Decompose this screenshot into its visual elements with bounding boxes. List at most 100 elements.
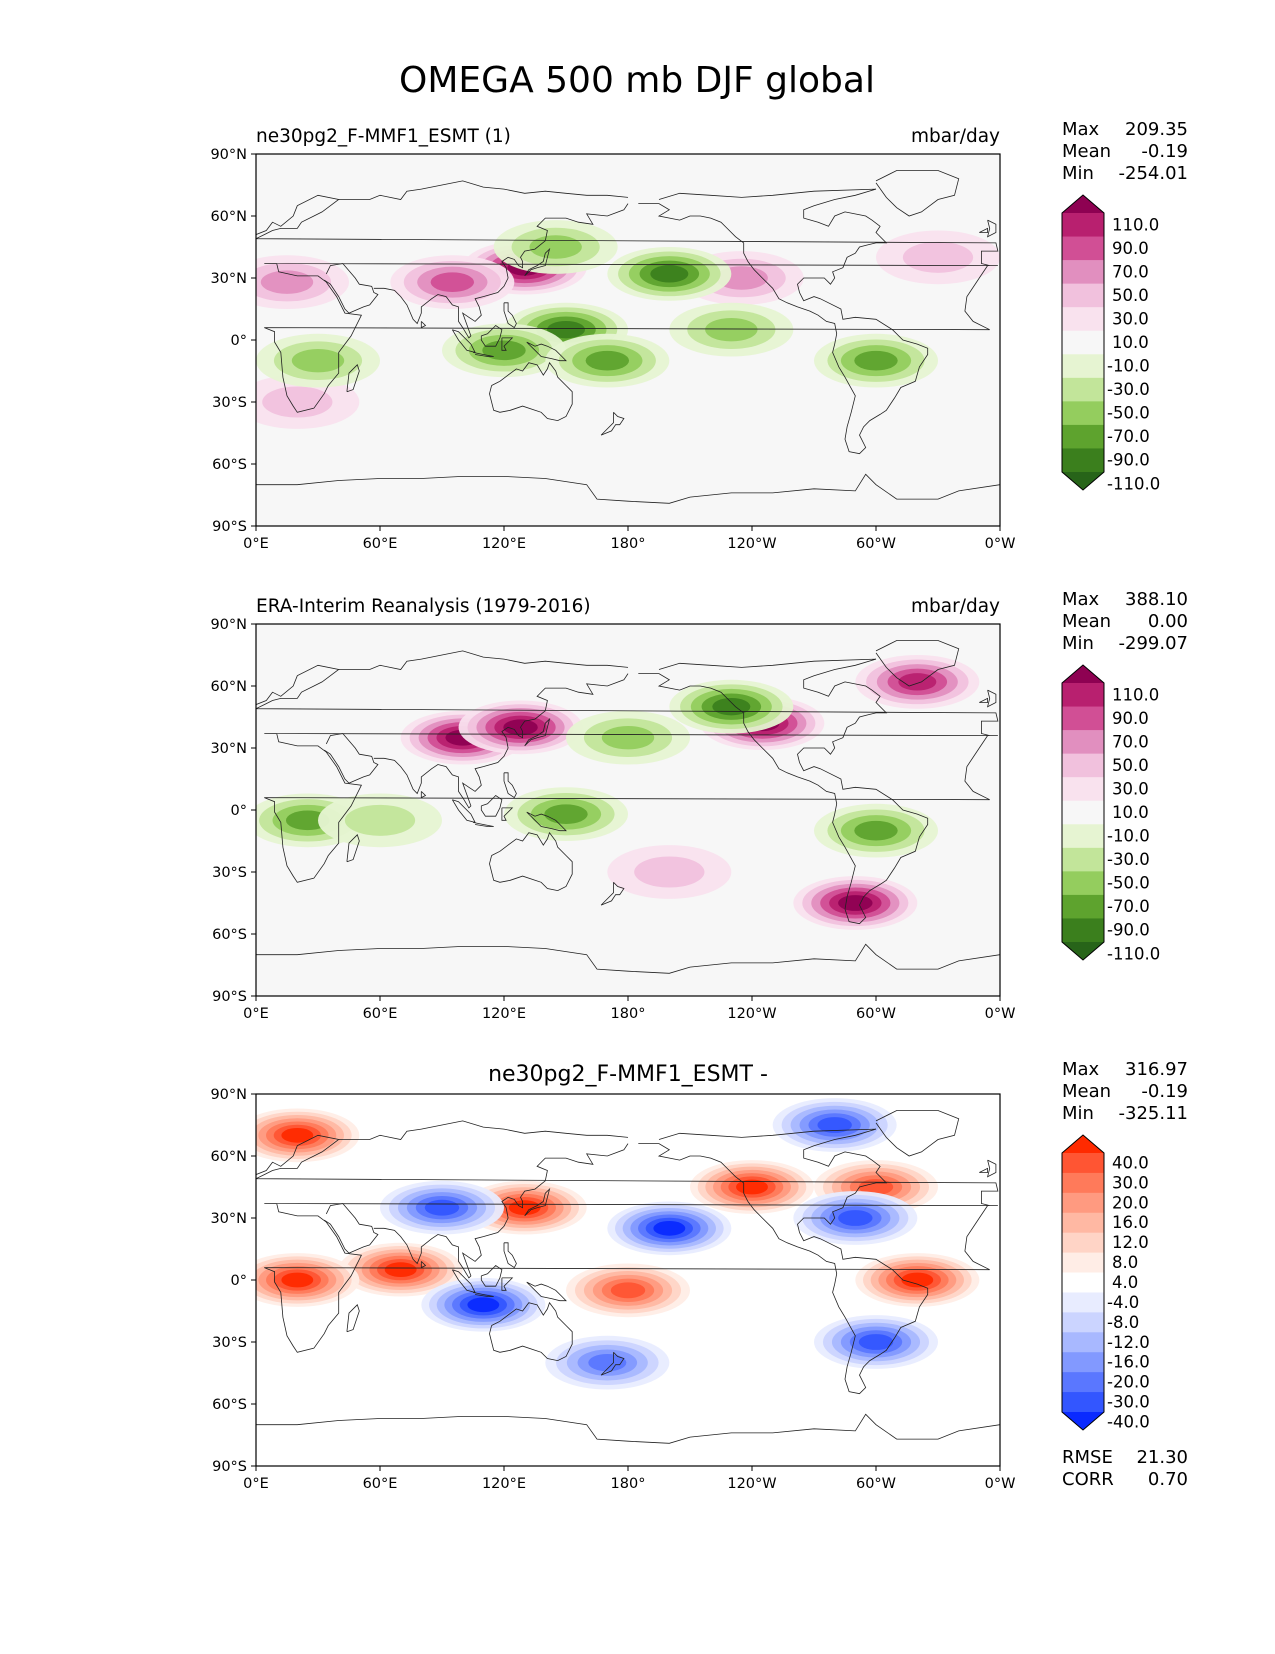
colorbar-extend-max bbox=[1062, 195, 1104, 213]
colorbar-label: 110.0 bbox=[1112, 215, 1159, 234]
colorbar-label: -50.0 bbox=[1107, 404, 1150, 423]
coastline bbox=[480, 794, 503, 817]
field-feature bbox=[424, 1199, 460, 1216]
lat-tick-label: 90°S bbox=[212, 989, 247, 1005]
colorbar-label: -40.0 bbox=[1107, 1412, 1150, 1431]
field-feature bbox=[838, 895, 873, 911]
field-feature bbox=[854, 820, 898, 841]
coastline bbox=[323, 1203, 379, 1254]
stat-value: -0.19 bbox=[1141, 141, 1188, 162]
lat-tick-label: 60°S bbox=[212, 457, 247, 473]
coastline bbox=[501, 337, 514, 351]
colorbar-segment bbox=[1062, 894, 1104, 919]
field-feature bbox=[898, 673, 937, 691]
colorbar-label: -10.0 bbox=[1107, 357, 1150, 376]
colorbar: 40.030.020.016.012.08.04.0-4.0-8.0-12.0-… bbox=[1061, 1134, 1150, 1431]
colorbar-segment bbox=[1062, 424, 1104, 449]
colorbar-segment bbox=[1062, 213, 1104, 238]
colorbar-label: -30.0 bbox=[1107, 850, 1150, 869]
coastline bbox=[480, 1264, 503, 1287]
colorbar-label: 30.0 bbox=[1112, 1173, 1149, 1192]
lat-tick-label: 0° bbox=[231, 1273, 247, 1289]
colorbar-segment bbox=[1062, 1272, 1104, 1293]
coastline bbox=[373, 673, 629, 809]
lon-tick-label: 120°E bbox=[482, 1476, 526, 1492]
colorbar-segment bbox=[1062, 1352, 1104, 1373]
colorbar-segment bbox=[1062, 448, 1104, 473]
colorbar-segment bbox=[1062, 847, 1104, 872]
field-feature bbox=[529, 235, 582, 259]
stat-label: Min bbox=[1062, 633, 1094, 654]
stat-label: Min bbox=[1062, 163, 1094, 184]
field-feature bbox=[854, 350, 898, 371]
field-feature bbox=[281, 1127, 314, 1143]
lat-tick-label: 90°S bbox=[212, 1459, 247, 1475]
coastline bbox=[346, 834, 360, 863]
field-feature bbox=[546, 320, 586, 339]
colorbar-label: 20.0 bbox=[1112, 1193, 1149, 1212]
panel-units: mbar/day bbox=[911, 126, 1000, 147]
colorbar-segment bbox=[1062, 1212, 1104, 1234]
colorbar-segment bbox=[1062, 824, 1104, 849]
colorbar-label: -110.0 bbox=[1107, 474, 1160, 493]
field-feature bbox=[544, 804, 588, 824]
colorbar-segment bbox=[1062, 1312, 1104, 1333]
colorbar: 110.0 90.0 70.0 50.0 30.0 10.0 -10.0 -30.0 -50.0… bbox=[1061, 664, 1160, 963]
field-feature bbox=[281, 1272, 314, 1288]
colorbar-label: 10.0 bbox=[1112, 333, 1149, 352]
coastline bbox=[526, 341, 567, 362]
panel-left-title: ERA-Interim Reanalysis (1979-2016) bbox=[256, 596, 591, 617]
field-feature bbox=[291, 348, 345, 373]
lon-tick-label: 180° bbox=[611, 1476, 646, 1492]
colorbar-label: -4.0 bbox=[1107, 1293, 1139, 1312]
lon-tick-label: 0°W bbox=[985, 1006, 1016, 1022]
coastline bbox=[256, 1134, 999, 1353]
colorbar-extend-min bbox=[1062, 472, 1104, 490]
figure-title: OMEGA 500 mb DJF global bbox=[399, 60, 875, 101]
colorbar-label: 90.0 bbox=[1112, 239, 1149, 258]
coastline bbox=[979, 1167, 988, 1173]
coastlines bbox=[256, 170, 1000, 504]
field-feature bbox=[430, 272, 475, 292]
colorbar-label: 90.0 bbox=[1112, 709, 1149, 728]
panel-3: 90°N 60°N 30°N 0° 30°S 60°S 90°S0°E 60°E 120°E 18… bbox=[210, 1059, 1188, 1492]
coastline bbox=[256, 1413, 1000, 1444]
colorbar-label: -70.0 bbox=[1107, 897, 1150, 916]
stat-value: -299.07 bbox=[1119, 633, 1188, 654]
colorbar-segment bbox=[1062, 777, 1104, 802]
lat-tick-label: 60°N bbox=[210, 679, 247, 695]
coastline bbox=[420, 791, 427, 799]
field-feature bbox=[384, 1262, 417, 1278]
colorbar-label: -70.0 bbox=[1107, 427, 1150, 446]
coastline bbox=[875, 1110, 960, 1157]
lat-tick-label: 30°S bbox=[212, 1335, 247, 1351]
panel-left-title: ne30pg2_F-MMF1_ESMT (1) bbox=[256, 126, 511, 147]
field-feature bbox=[634, 856, 705, 888]
lon-tick-label: 180° bbox=[611, 536, 646, 552]
colorbar-segment bbox=[1062, 283, 1104, 308]
lat-tick-label: 30°N bbox=[210, 1211, 247, 1227]
coastline bbox=[524, 1187, 551, 1217]
colorbar-label: -90.0 bbox=[1107, 451, 1150, 470]
colorbar-outline bbox=[1061, 664, 1105, 961]
lon-tick-label: 0°W bbox=[985, 1476, 1016, 1492]
field-feature bbox=[262, 386, 333, 418]
coastline bbox=[472, 822, 494, 827]
colorbar-label: 30.0 bbox=[1112, 309, 1149, 328]
field-feature bbox=[705, 317, 758, 342]
coastline bbox=[986, 689, 997, 708]
colorbar-label: 4.0 bbox=[1112, 1273, 1138, 1292]
colorbar-extend-max bbox=[1062, 1135, 1104, 1153]
coastline bbox=[420, 1261, 427, 1269]
coastline bbox=[600, 1352, 625, 1376]
coastline bbox=[524, 717, 551, 747]
coastline bbox=[346, 1304, 360, 1333]
corr-value: 0.70 bbox=[1148, 1469, 1188, 1490]
lon-tick-label: 60°E bbox=[363, 1476, 398, 1492]
colorbar-segment bbox=[1062, 730, 1104, 755]
coastline bbox=[524, 247, 551, 277]
stat-label: Mean bbox=[1062, 141, 1111, 162]
lon-tick-label: 0°E bbox=[243, 536, 269, 552]
colorbar-label: -16.0 bbox=[1107, 1353, 1150, 1372]
